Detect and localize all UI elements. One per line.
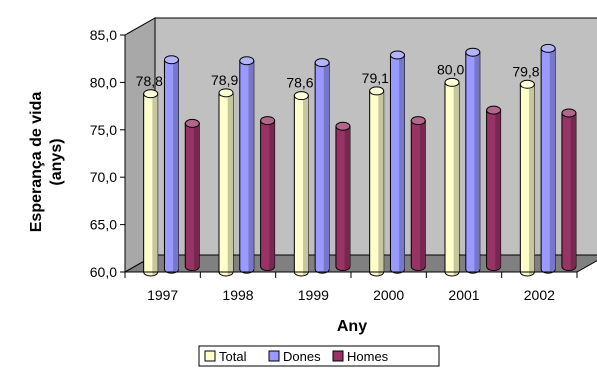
bar-shade — [323, 62, 330, 273]
y-axis-title: Esperança de vida — [28, 92, 45, 233]
legend-label: Homes — [347, 349, 389, 364]
y-tick-label: 60,0 — [90, 264, 117, 280]
y-tick-label: 85,0 — [90, 27, 117, 43]
bar — [369, 86, 385, 277]
data-label: 78,9 — [211, 72, 238, 88]
bar-shade — [453, 82, 459, 276]
legend-box — [198, 345, 440, 367]
bar-shade — [227, 92, 233, 276]
bar — [465, 47, 481, 274]
bar — [486, 105, 502, 272]
bar — [389, 50, 405, 274]
bar-top — [260, 116, 276, 126]
axes — [120, 34, 578, 278]
bar — [218, 88, 234, 277]
bar-top — [184, 118, 200, 128]
x-tick-label: 2001 — [448, 287, 479, 303]
bar-shade — [474, 52, 480, 273]
legend: Total Dones Homes — [198, 345, 440, 367]
bar-shade — [193, 123, 200, 271]
x-tick-label: 1999 — [298, 287, 329, 303]
data-label: 78,8 — [136, 73, 163, 89]
bar-top — [143, 89, 159, 99]
bar — [293, 91, 309, 277]
x-tick-label: 2002 — [524, 287, 555, 303]
x-tick-label: 2000 — [373, 287, 404, 303]
bar-top — [218, 88, 234, 98]
bar — [410, 116, 426, 272]
bar — [260, 116, 276, 272]
bar-top — [465, 47, 481, 57]
y-tick-label: 75,0 — [90, 122, 117, 138]
bar-shade — [399, 55, 405, 273]
legend-label: Total — [219, 349, 247, 364]
bar-shade — [570, 112, 576, 271]
bar — [314, 58, 330, 274]
bar-top — [561, 108, 577, 118]
bar-shade — [529, 84, 535, 276]
bar-top — [335, 121, 351, 131]
bar — [519, 79, 535, 277]
bar-shade — [173, 59, 179, 273]
labels: 60,0 65,0 70,0 75,0 80,0 85,0 1997 78,8 1998 78,9… — [28, 27, 555, 335]
y-tick-label: 65,0 — [90, 217, 117, 233]
bar — [561, 108, 577, 272]
bar-shade — [495, 110, 501, 271]
bar-top — [293, 91, 309, 101]
data-label: 78,6 — [286, 75, 313, 91]
bar-top — [540, 43, 556, 53]
y-tick-label: 80,0 — [90, 74, 117, 90]
bar — [143, 89, 159, 277]
bar-shade — [549, 48, 556, 273]
bar-top — [486, 105, 502, 115]
legend-item: Homes — [332, 349, 389, 364]
bar-top — [314, 58, 330, 68]
bar-top — [410, 116, 426, 126]
bar-top — [239, 56, 255, 66]
x-axis-title: Any — [337, 318, 367, 335]
bar — [239, 56, 255, 274]
legend-item: Dones — [268, 349, 321, 364]
bar — [163, 55, 179, 274]
bar-shade — [303, 95, 309, 276]
bar-top — [369, 86, 385, 96]
bar-top — [444, 77, 460, 87]
bar — [184, 118, 200, 272]
y-tick-label: 70,0 — [90, 169, 117, 185]
data-label: 79,1 — [362, 70, 389, 86]
bars — [143, 43, 577, 277]
legend-swatch — [268, 350, 280, 362]
bar — [540, 43, 556, 274]
legend-swatch — [332, 350, 344, 362]
data-label: 79,8 — [512, 63, 539, 79]
bar-shade — [269, 120, 275, 271]
x-tick-label: 1998 — [222, 287, 253, 303]
x-tick-label: 1997 — [147, 287, 178, 303]
legend-item: Total — [204, 349, 247, 364]
legend-swatch — [204, 350, 216, 362]
bar-shade — [378, 90, 384, 276]
bar — [335, 121, 351, 272]
bar-shade — [344, 126, 350, 271]
bar-top — [389, 50, 405, 60]
data-label: 80,0 — [437, 61, 464, 77]
bar-shade — [419, 120, 426, 271]
bar-shade — [248, 60, 254, 273]
legend-label: Dones — [283, 349, 321, 364]
bar-top — [163, 55, 179, 65]
y-axis-title-units: (anys) — [48, 138, 65, 185]
bar-shade — [152, 93, 158, 276]
bar-top — [519, 79, 535, 89]
bar — [444, 77, 460, 277]
